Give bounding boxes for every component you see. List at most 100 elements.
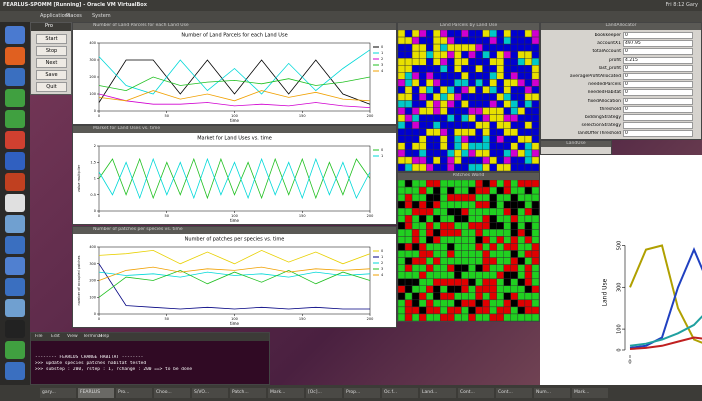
menu-item[interactable]: Edit (51, 334, 60, 339)
launcher-icon[interactable] (5, 215, 25, 233)
button[interactable]: Start (36, 34, 67, 44)
cell (469, 108, 476, 115)
menu-item[interactable]: System (92, 13, 111, 19)
task-button[interactable]: Prop... (344, 388, 380, 398)
cell (405, 136, 412, 143)
field-value[interactable] (623, 122, 693, 129)
cell (525, 314, 532, 321)
launcher-icon[interactable] (5, 257, 25, 275)
cell (447, 37, 454, 44)
button[interactable]: Quit (36, 82, 67, 92)
field-value[interactable]: 0 (623, 89, 693, 96)
launcher-icon[interactable] (5, 110, 25, 128)
cell (518, 136, 525, 143)
cell (518, 215, 525, 222)
launcher-icon[interactable] (5, 362, 25, 380)
launcher-icon[interactable] (5, 299, 25, 317)
cell (461, 150, 468, 157)
cell (419, 201, 426, 208)
launcher-icon[interactable] (5, 89, 25, 107)
launcher-icon[interactable] (5, 194, 25, 212)
task-button[interactable]: FEARLUS (78, 388, 114, 398)
field-value[interactable]: 0 (623, 81, 693, 88)
cell (483, 157, 490, 164)
series-line (630, 283, 702, 346)
task-button[interactable]: [Oc]... (306, 388, 342, 398)
field-value[interactable]: 0 (623, 98, 693, 105)
cell (469, 293, 476, 300)
launcher-icon[interactable] (5, 26, 25, 44)
cell (483, 164, 490, 171)
series-line (99, 60, 370, 104)
cell (447, 300, 454, 307)
cell (461, 265, 468, 272)
cell (525, 157, 532, 164)
legend-label: 3 (381, 267, 383, 271)
cell (490, 101, 497, 108)
menu-item[interactable]: File (35, 334, 43, 339)
task-button[interactable]: S/VO... (192, 388, 228, 398)
task-button[interactable]: gary... (40, 388, 76, 398)
task-button[interactable]: Oc.f... (382, 388, 418, 398)
launcher-icon[interactable] (5, 236, 25, 254)
cell (447, 93, 454, 100)
task-button[interactable]: Num... (534, 388, 570, 398)
cell (504, 93, 511, 100)
cell (504, 215, 511, 222)
cell (483, 236, 490, 243)
cell (490, 122, 497, 129)
launcher-icon[interactable] (5, 173, 25, 191)
task-button[interactable]: Patch... (230, 388, 266, 398)
menu-item[interactable]: View (67, 334, 78, 339)
task-button[interactable]: Cont... (458, 388, 494, 398)
launcher-icon[interactable] (5, 131, 25, 149)
cell (447, 258, 454, 265)
menu-item[interactable]: Help (99, 334, 109, 339)
field-value[interactable]: 0 (623, 130, 693, 137)
button[interactable]: Stop (36, 46, 67, 56)
menu-item[interactable]: Places (66, 13, 82, 19)
cell (469, 143, 476, 150)
cell (440, 243, 447, 250)
cell (518, 129, 525, 136)
cell (405, 180, 412, 187)
launcher-icon[interactable] (5, 68, 25, 86)
cell (426, 300, 433, 307)
cell (525, 150, 532, 157)
field-value[interactable]: 497.95 (623, 40, 693, 47)
task-button[interactable]: Pro... (116, 388, 152, 398)
button[interactable]: Save (36, 70, 67, 80)
launcher-icon[interactable] (5, 47, 25, 65)
field-value[interactable] (623, 114, 693, 121)
field-value[interactable]: 0 (623, 65, 693, 72)
task-button[interactable]: Land... (420, 388, 456, 398)
cell (461, 229, 468, 236)
cell (476, 58, 483, 65)
field-value[interactable]: 0 (623, 73, 693, 80)
cell (490, 314, 497, 321)
cell (405, 44, 412, 51)
task-button[interactable]: Mark... (268, 388, 304, 398)
cell (476, 93, 483, 100)
launcher-icon[interactable] (5, 320, 25, 338)
cell (461, 201, 468, 208)
cell (426, 143, 433, 150)
task-button[interactable]: Mark... (572, 388, 608, 398)
cell (433, 314, 440, 321)
launcher-icon[interactable] (5, 278, 25, 296)
launcher-icon[interactable] (5, 341, 25, 359)
cell (440, 122, 447, 129)
field-value[interactable]: 0 (623, 106, 693, 113)
cell (532, 37, 539, 44)
field-value[interactable]: 0 (623, 48, 693, 55)
task-button[interactable]: Choo... (154, 388, 190, 398)
cell (433, 115, 440, 122)
field-value[interactable]: 4.215 (623, 57, 693, 64)
cell (454, 180, 461, 187)
launcher-icon[interactable] (5, 152, 25, 170)
button[interactable]: Next (36, 58, 67, 68)
cell (490, 300, 497, 307)
task-button[interactable]: Cont... (496, 388, 532, 398)
cell (497, 229, 504, 236)
field-value[interactable]: 0 (623, 32, 693, 39)
